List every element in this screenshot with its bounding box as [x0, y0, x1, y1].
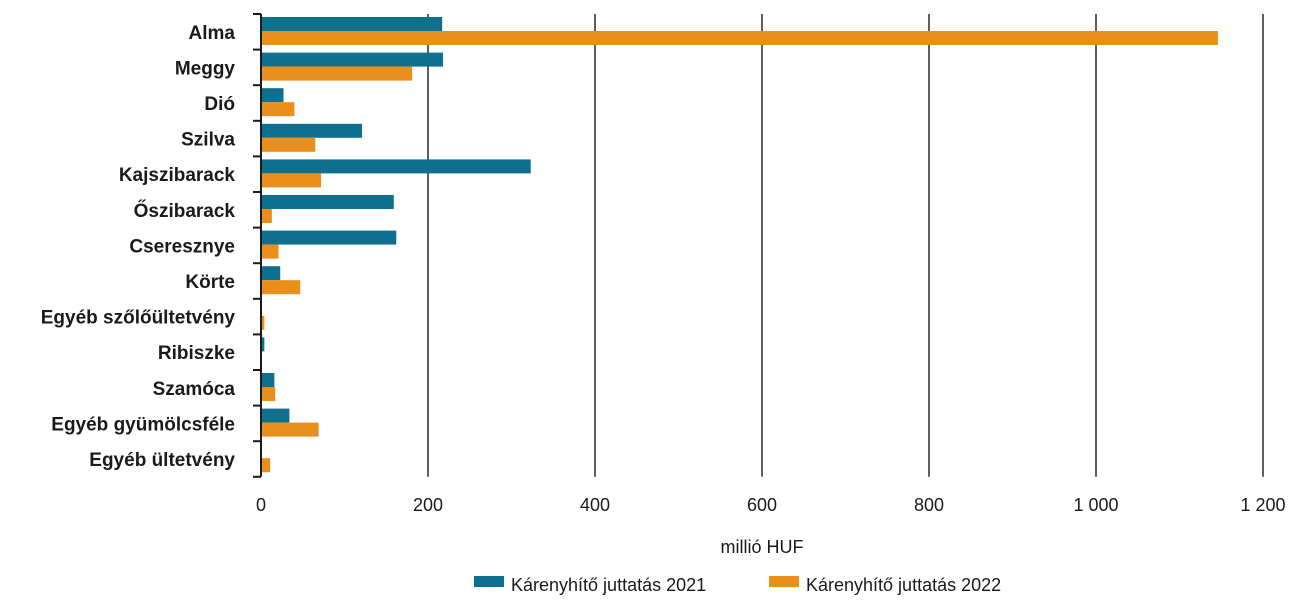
legend-swatch-1 [769, 576, 799, 587]
bar-s2-7 [261, 280, 301, 295]
bar-s2-10 [261, 387, 276, 401]
category-label-3: Szilva [181, 130, 235, 151]
category-label-9: Ribiszke [158, 343, 235, 364]
x-tick-label-3: 600 [747, 495, 777, 515]
bar-s2-3 [261, 137, 316, 152]
bar-s1-3 [261, 123, 363, 138]
bar-s2-5 [261, 209, 272, 223]
category-label-10: Szamóca [153, 379, 236, 400]
bar-s1-9 [261, 337, 265, 352]
bar-s2-12 [261, 458, 271, 473]
bar-s2-8 [261, 315, 265, 330]
bar-s1-5 [261, 195, 394, 209]
bar-s1-1 [261, 52, 444, 67]
category-label-6: Cseresznye [129, 236, 235, 257]
bar-s2-11 [261, 422, 319, 437]
legend-swatch-0 [474, 576, 504, 587]
category-label-11: Egyéb gyümölcsféle [51, 414, 235, 435]
category-label-12: Egyéb ültetvény [89, 450, 235, 471]
category-label-0: Alma [189, 23, 236, 44]
x-axis-title: millió HUF [721, 537, 804, 557]
bar-s1-0 [261, 17, 443, 31]
bar-s1-6 [261, 230, 397, 245]
x-tick-label-5: 1 000 [1073, 495, 1118, 515]
category-label-5: Őszibarack [134, 200, 236, 222]
y-axis [253, 13, 262, 478]
bar-s1-11 [261, 408, 290, 423]
x-tick-label-1: 200 [413, 495, 443, 515]
x-tick-label-0: 0 [256, 495, 266, 515]
x-tick-label-6: 1 200 [1240, 495, 1285, 515]
x-tick-label-2: 400 [580, 495, 610, 515]
x-tick-label-4: 800 [914, 495, 944, 515]
bar-s1-2 [261, 88, 284, 103]
category-label-2: Dió [204, 94, 235, 115]
category-label-4: Kajszibarack [119, 165, 236, 186]
legend: Kárenyhítő juttatás 2021 Kárenyhítő jutta… [474, 575, 1001, 595]
bar-s1-7 [261, 266, 281, 281]
category-label-8: Egyéb szőlőültetvény [41, 308, 236, 329]
category-labels: Alma Meggy Dió Szilva Kajszibarack Őszibarack… [41, 23, 236, 471]
bar-s2-1 [261, 66, 413, 81]
bar-s2-0 [261, 31, 1218, 45]
category-label-1: Meggy [175, 58, 236, 79]
category-label-7: Körte [185, 272, 235, 293]
bar-s1-4 [261, 159, 531, 174]
gridlines [427, 14, 1264, 477]
bar-s1-10 [261, 373, 275, 387]
bar-s2-6 [261, 244, 279, 259]
legend-label-1: Kárenyhítő juttatás 2022 [806, 575, 1001, 595]
legend-label-0: Kárenyhítő juttatás 2021 [511, 575, 706, 595]
bar-s2-4 [261, 173, 322, 188]
bar-s2-2 [261, 102, 295, 117]
bars [261, 17, 1218, 473]
x-tick-labels: 0 200 400 600 800 1 000 1 200 [256, 495, 1286, 515]
